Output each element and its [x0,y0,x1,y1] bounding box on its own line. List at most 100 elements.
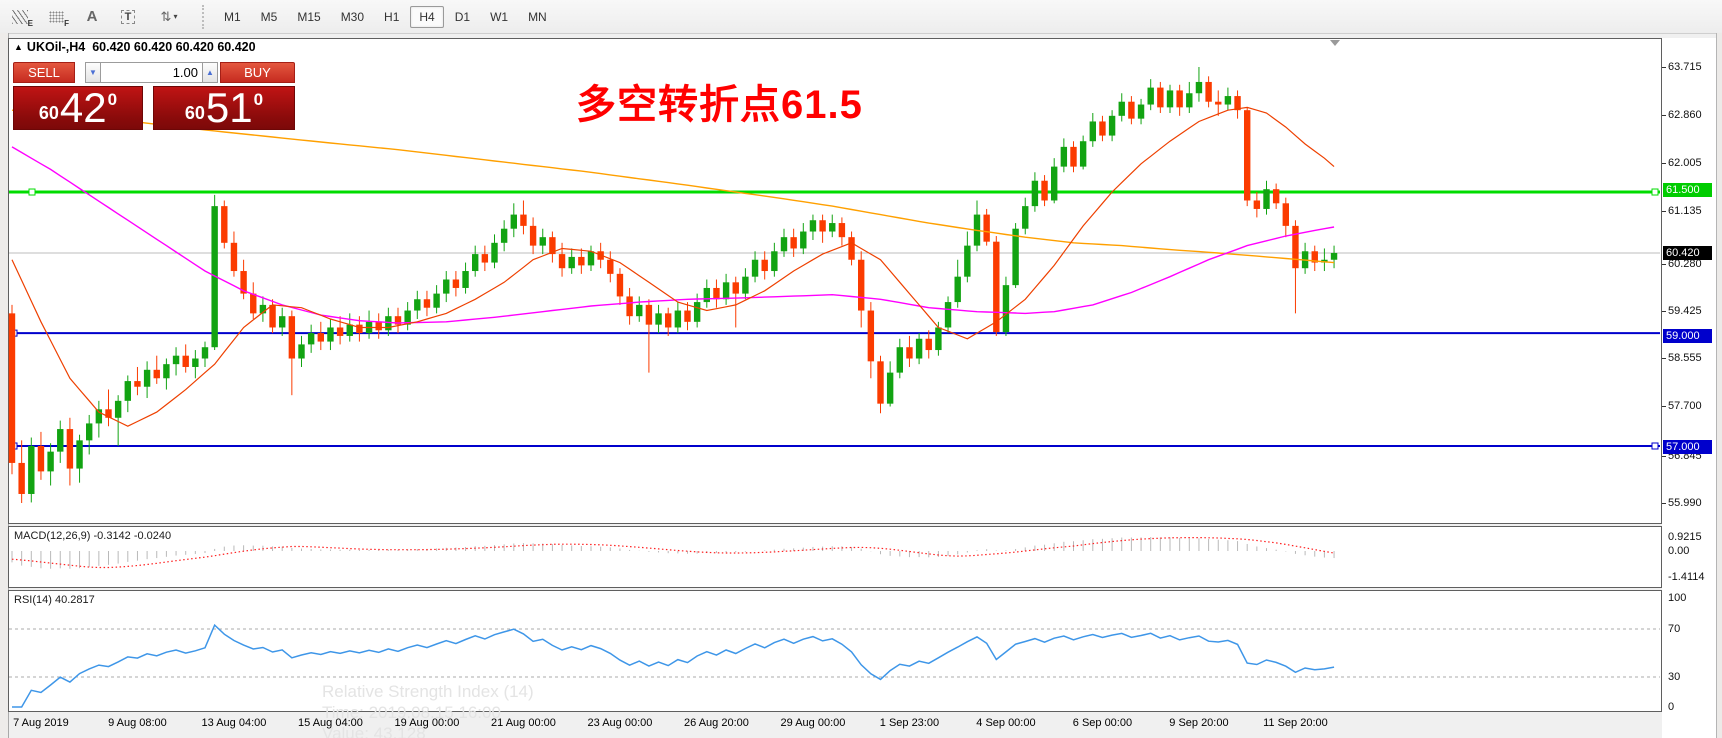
macd-axis-label: -1.4114 [1668,571,1705,583]
volume-input[interactable] [101,62,202,83]
date-label: 7 Aug 2019 [13,717,69,729]
tooltip-line: Value: 43.128 [322,724,426,738]
price-tick [1662,67,1666,68]
date-label: 9 Sep 20:00 [1169,717,1229,729]
price-tick [1662,456,1666,457]
price-label: 61.135 [1668,205,1702,217]
buy-button[interactable]: BUY [220,62,295,83]
date-label: 13 Aug 04:00 [201,717,267,729]
rsi-line [12,623,1335,708]
volume-stepper: ▼ ▲ [85,62,218,83]
tooltip-line: Time: 2019.08.15 16:00 [322,703,501,722]
a-glyph: A [86,8,98,25]
tf-button-MN[interactable]: MN [528,9,547,24]
price-tick [1662,115,1666,116]
tooltip-line: Relative Strength Index (14) [322,682,534,701]
indicator-tooltip: Relative Strength Index (14) Time: 2019.0… [322,681,534,738]
macd-label: MACD(12,26,9) -0.3142 -0.0240 [14,530,171,542]
rsi-name: RSI(14) [14,594,52,606]
price-tick [1662,264,1666,265]
rsi-chart[interactable] [8,590,1662,712]
chart-shift-marker[interactable] [1330,40,1340,46]
crosshair-hatch-icon[interactable]: E [4,4,36,30]
price-label: 60.280 [1668,258,1702,270]
price-label: 58.555 [1668,352,1702,364]
price-badge: 60.420 [1663,246,1712,260]
price-badge: 59.000 [1663,329,1712,343]
buy-price-small: 60 [184,103,205,123]
sell-button[interactable]: SELL [13,62,75,83]
price-label: 63.715 [1668,61,1702,73]
tf-button-M1[interactable]: M1 [224,9,241,24]
macd-panel[interactable] [8,526,1662,588]
date-label: 29 Aug 00:00 [780,717,846,729]
collapse-icon[interactable]: ▲ [14,42,23,52]
date-label: 23 Aug 00:00 [587,717,653,729]
t-glyph: T [120,9,136,24]
rsi-value: 40.2817 [54,594,95,606]
price-tick [1662,211,1666,212]
arrows-glyph: ⇅ [160,8,172,24]
symbol-label: UKOil-,H4 [26,40,86,54]
price-label: 62.860 [1668,109,1702,121]
date-label: 4 Sep 00:00 [976,717,1036,729]
volume-decrease-button[interactable]: ▼ [85,62,101,83]
date-label: 26 Aug 20:00 [684,717,749,729]
price-tick [1662,406,1666,407]
macd-axis-label: 0.00 [1668,545,1690,557]
tf-button-M5[interactable]: M5 [260,9,278,24]
rsi-axis-label: 70 [1668,623,1681,635]
arrange-arrows-icon[interactable]: ⇅ ▾ [148,4,190,30]
tf-button-H4[interactable]: H4 [410,5,444,28]
tf-button-W1[interactable]: W1 [490,9,509,24]
text-a-icon[interactable]: A [76,4,108,30]
sell-price-sup: 0 [107,90,118,109]
chevron-down-icon: ▾ [173,12,178,21]
sell-price-small: 60 [38,103,59,123]
ma-red [11,106,1335,427]
date-label: 11 Sep 20:00 [1263,717,1328,729]
price-tick [1662,358,1666,359]
macd-axis-label: 0.9215 [1668,531,1702,543]
price-label: 55.990 [1668,497,1702,509]
rsi-axis-label: 30 [1668,671,1681,683]
toolbar-separator [202,4,204,29]
time-axis[interactable]: 7 Aug 2019 9 Aug 08:00 13 Aug 04:00 15 Aug … [8,712,1662,738]
date-label: 15 Aug 04:00 [298,717,363,729]
tf-button-H1[interactable]: H1 [384,9,400,24]
label-t-icon[interactable]: T [112,4,144,30]
dots-glyph [48,10,64,23]
macd-signal-line [11,537,1335,569]
timeframe-bar: M1 M5 M15 M30 H1 H4 D1 W1 MN [214,5,557,28]
macd-chart[interactable] [8,526,1662,588]
hatch-glyph [12,9,28,24]
toolbar: E F A T ⇅ ▾ M1 M5 M15 M30 H1 H4 D1 W1 MN [0,0,1722,34]
buy-price-tile[interactable]: 60 51 0 [153,86,295,130]
price-axis[interactable]: 63.715 62.860 62.005 61.135 60.280 59.425 58.5… [1662,38,1716,738]
candlestick-chart[interactable] [8,38,1662,524]
candlesticks [8,67,1338,503]
macd-values: -0.3142 -0.0240 [93,530,172,542]
ma-orange [11,109,1335,264]
price-tick [1662,163,1666,164]
sell-price-tile[interactable]: 60 42 0 [13,86,143,130]
rsi-label: RSI(14) 40.2817 [14,594,95,606]
right-window-frame [1716,33,1722,738]
subscript-e: E [27,18,33,28]
price-label: 59.425 [1668,305,1702,317]
rsi-axis-label: 100 [1668,592,1687,604]
one-click-trading-panel: SELL ▼ ▲ BUY 60 42 0 60 51 0 [13,62,297,130]
price-label: 62.005 [1668,157,1702,169]
sell-price-big: 42 [59,84,107,131]
tf-button-D1[interactable]: D1 [454,9,471,24]
date-label: 1 Sep 23:00 [879,717,940,729]
volume-increase-button[interactable]: ▲ [202,62,218,83]
ohlc-values: 60.420 60.420 60.420 60.420 [92,40,256,54]
date-label: 9 Aug 08:00 [108,717,167,729]
price-badge: 61.500 [1663,183,1712,197]
price-label: 57.700 [1668,400,1702,412]
tf-button-M30[interactable]: M30 [340,9,365,24]
tf-button-M15[interactable]: M15 [297,9,321,24]
date-label: 6 Sep 00:00 [1072,717,1133,729]
grid-dots-icon[interactable]: F [40,4,72,30]
